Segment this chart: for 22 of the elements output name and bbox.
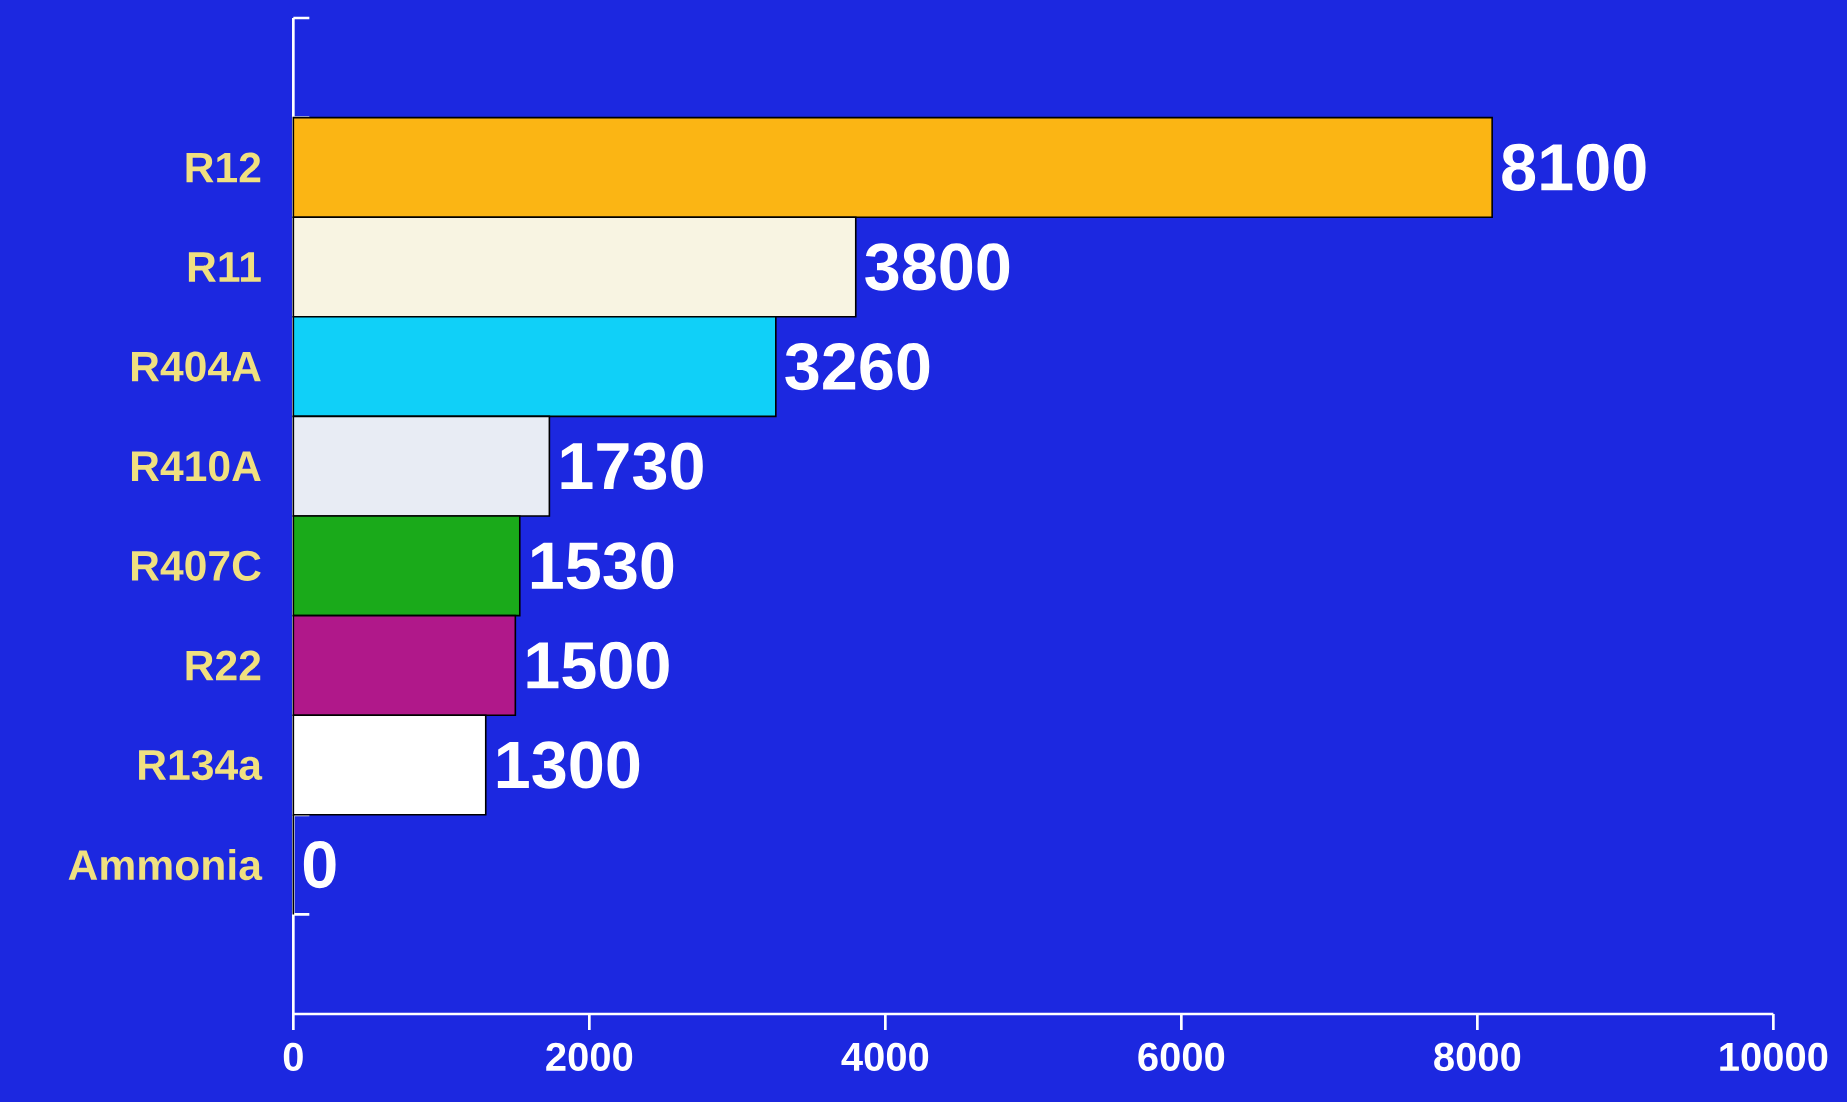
y-tick-label: R22 [186,650,261,681]
x-tick-label: 8000 [1434,1042,1521,1072]
data-label: 8100 [1502,143,1646,191]
data-label: 1730 [561,442,703,490]
x-tick-label: 0 [283,1042,303,1072]
y-tick-label: R134a [139,749,263,781]
y-tick-label: R404A [131,351,261,382]
data-label: 3800 [865,243,1010,291]
data-label: 1500 [527,641,669,689]
x-tick-label: 4000 [841,1042,929,1072]
data-label: 0 [303,841,336,889]
data-label: 3260 [785,342,930,391]
x-tick-label: 10000 [1720,1042,1828,1072]
x-tick-label: 2000 [546,1042,633,1072]
y-tick-label: R407C [131,550,261,581]
x-tick-label: 6000 [1138,1042,1225,1072]
y-tick-label: R410A [131,451,261,482]
data-label: 1530 [531,542,674,590]
y-tick-label: R12 [186,152,261,183]
data-label: 1300 [497,741,640,789]
y-tick-label: R11 [188,252,261,282]
y-tick-label: Ammonia [68,848,263,881]
